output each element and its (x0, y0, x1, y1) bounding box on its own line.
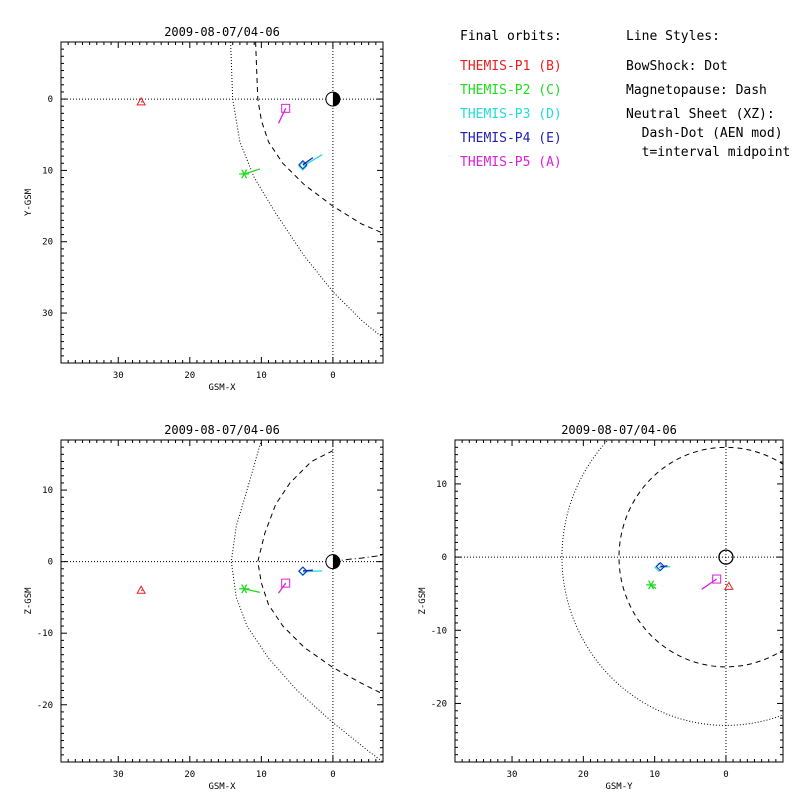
spacecraft-marker-p5 (281, 103, 291, 113)
asterisk-stroke (648, 580, 655, 590)
legend-entry-p1: THEMIS-P1 (B) (460, 59, 562, 74)
spacecraft-marker-p3 (298, 161, 308, 171)
y-axis-label: Y-GSM (24, 188, 34, 216)
legend: Final orbits: THEMIS-P1 (B) THEMIS-P2 (C… (460, 29, 790, 170)
line-style-interval-note: t=interval midpoint (626, 145, 790, 160)
x-tick-label: 20 (184, 770, 195, 780)
neutral-sheet-curve (332, 554, 383, 563)
panel-title: 2009-08-07/04-06 (164, 423, 280, 437)
legend-entry-p4: THEMIS-P4 (E) (460, 131, 562, 146)
orbit-track-p5 (701, 578, 718, 590)
spacecraft-marker-p1 (723, 581, 734, 590)
y-tick-label: 10 (436, 480, 447, 490)
y-tick-label: -20 (431, 699, 447, 709)
x-tick-label: 0 (330, 371, 335, 381)
x-tick-label: 0 (723, 770, 728, 780)
legend-entry-p2: THEMIS-P2 (C) (460, 83, 562, 98)
orbit-track-p5 (277, 582, 287, 594)
yz-plane-plot: 2009-08-07/04-06 GSM-Y Z-GSM 30 20 10 0 10 0 -10 -… (418, 423, 784, 792)
line-styles-title: Line Styles: (626, 29, 720, 44)
magnetopause-curve (255, 42, 383, 234)
panel-title: 2009-08-07/04-06 (164, 25, 280, 39)
y-tick-label: 0 (48, 95, 53, 105)
legend-entry-p3: THEMIS-P3 (D) (460, 107, 562, 122)
spacecraft-marker-p2 (239, 169, 250, 179)
y-tick-label: 0 (442, 553, 447, 563)
plot-frame (454, 439, 784, 763)
xy-plane-plot: 2009-08-07/04-06 GSM-X Y-GSM 30 20 10 0 0 10 20 30 (24, 25, 384, 393)
x-tick-label: 10 (256, 770, 267, 780)
plot-frame (60, 439, 384, 763)
earth-nightside-icon (332, 554, 340, 569)
x-tick-label: 0 (330, 770, 335, 780)
y-axis-label: Z-GSM (418, 587, 428, 615)
asterisk-stroke (241, 169, 248, 179)
line-style-magnetopause: Magnetopause: Dash (626, 83, 767, 98)
asterisk-stroke (241, 584, 248, 594)
y-tick-label: 0 (48, 558, 53, 568)
y-tick-label: 20 (42, 238, 53, 248)
spacecraft-marker-p5 (281, 578, 291, 588)
spacecraft-marker-p1 (136, 585, 147, 594)
spacecraft-marker-p4 (298, 159, 308, 170)
plot-area (61, 440, 383, 762)
x-tick-label: 10 (649, 770, 660, 780)
plot-frame (60, 41, 384, 364)
x-tick-label: 30 (113, 770, 124, 780)
y-tick-label: 30 (42, 309, 53, 319)
x-tick-label: 20 (184, 371, 195, 381)
spacecraft-marker-p2 (239, 584, 250, 594)
y-tick-label: -10 (431, 626, 447, 636)
xz-plane-plot: 2009-08-07/04-06 GSM-X Z-GSM 30 20 10 0 10 0 -10 -… (24, 423, 384, 792)
line-style-dash-dot: Dash-Dot (AEN mod) (626, 126, 783, 141)
panel-title: 2009-08-07/04-06 (561, 423, 677, 437)
magnetopause-curve (257, 450, 383, 695)
bow-shock-curve (230, 440, 383, 762)
spacecraft-marker-p1 (136, 96, 147, 106)
x-tick-label: 30 (113, 371, 124, 381)
x-axis-label: GSM-X (208, 782, 236, 792)
x-tick-label: 20 (578, 770, 589, 780)
line-style-bowshock: BowShock: Dot (626, 59, 728, 74)
line-style-neutral-sheet: Neutral Sheet (XZ): (626, 107, 775, 122)
y-tick-label: -20 (37, 701, 53, 711)
x-tick-label: 30 (507, 770, 518, 780)
legend-entry-p5: THEMIS-P5 (A) (460, 155, 562, 170)
x-tick-label: 10 (256, 371, 267, 381)
x-axis-label: GSM-Y (605, 782, 633, 792)
y-tick-label: 10 (42, 166, 53, 176)
orbit-track-p4 (302, 569, 313, 572)
orbit-track-p4 (302, 157, 314, 166)
y-axis-label: Z-GSM (24, 587, 34, 615)
magnetopause-curve (618, 446, 783, 668)
spacecraft-marker-p4 (655, 561, 666, 572)
y-tick-label: 10 (42, 486, 53, 496)
spacecraft-marker-p5 (712, 574, 722, 584)
orbit-track-p5 (277, 108, 287, 124)
earth-nightside-icon (332, 92, 340, 107)
spacecraft-marker-p2 (646, 580, 657, 590)
plot-area (455, 440, 783, 762)
orbits-legend-title: Final orbits: (460, 29, 562, 44)
y-tick-label: -10 (37, 629, 53, 639)
plot-area (61, 42, 383, 363)
bow-shock-curve (230, 42, 383, 339)
earth-icon (718, 549, 734, 565)
orbit-track-p2 (244, 168, 261, 175)
x-axis-label: GSM-X (208, 383, 236, 393)
spacecraft-marker-p4 (298, 566, 308, 576)
